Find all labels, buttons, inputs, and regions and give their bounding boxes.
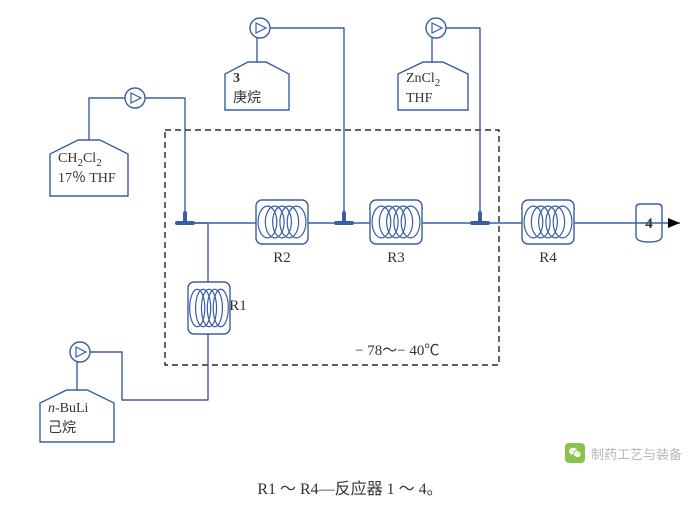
feed-nbuli-label: n-BuLi — [48, 401, 89, 416]
feed-3-label: 庚烷 — [233, 90, 261, 106]
reactor-label-r1: R1 — [229, 298, 247, 314]
feed-3-label: 3 — [233, 71, 240, 86]
feed-ch2cl2-pipe — [89, 98, 185, 223]
feed-nbuli-pipe — [77, 334, 208, 400]
reactor-label-r3: R3 — [387, 250, 405, 266]
figure-caption: R1 ～ R4—反应器 1 ～ 4。 — [0, 475, 700, 499]
feed-ch2cl2-label: 17％ THF — [58, 171, 116, 186]
watermark-text: 制药工艺与装备 — [591, 444, 682, 463]
reactor-label-r4: R4 — [539, 250, 557, 266]
watermark: 制药工艺与装备 — [565, 443, 682, 463]
temperature-label: − 78～− 40℃ — [355, 343, 439, 359]
product-label: 4 — [645, 216, 653, 232]
flow-arrow-icon — [668, 218, 680, 228]
flow-diagram: − 78～− 40℃ CH2Cl2 17％ THF n-BuLi 己烷 3 庚烷 ZnCl2 T… — [0, 0, 700, 505]
reactor-label-r2: R2 — [273, 250, 291, 266]
wechat-icon — [565, 443, 585, 463]
feed-zncl2-label: THF — [406, 91, 433, 106]
feed-zncl2-label: ZnCl2 — [406, 71, 440, 89]
feed-nbuli-label: 己烷 — [48, 420, 76, 436]
feed-ch2cl2-label: CH2Cl2 — [58, 151, 102, 169]
feed-3-pipe — [257, 28, 344, 223]
feed-zncl2-pipe — [432, 28, 480, 223]
